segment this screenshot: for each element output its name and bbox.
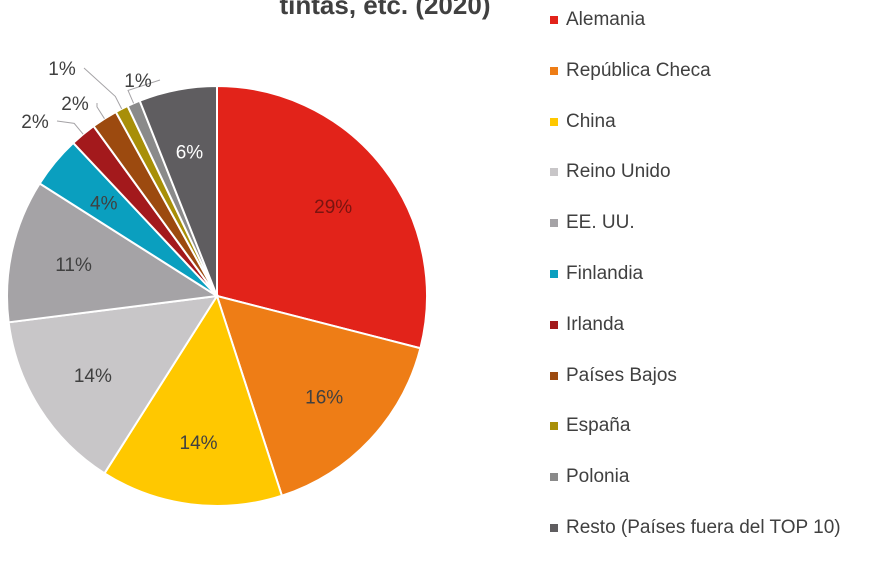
legend-item: Reino Unido	[550, 160, 850, 183]
legend-item: España	[550, 414, 850, 437]
legend-item: Alemania	[550, 8, 850, 31]
legend-label: Países Bajos	[566, 364, 677, 386]
legend-item: EE. UU.	[550, 211, 850, 234]
pie-slice	[216, 84, 428, 350]
legend-swatch	[550, 66, 558, 75]
legend-label: Irlanda	[566, 313, 625, 335]
data-label: 11%	[55, 255, 92, 276]
leader-line	[56, 120, 84, 135]
data-label: 2%	[61, 94, 89, 115]
legend-swatch	[550, 16, 558, 24]
pie-slice	[138, 84, 218, 297]
chart-title: tintas, etc. (2020)	[280, 0, 491, 20]
legend-label: Finlandia	[566, 263, 644, 284]
leader-line	[96, 102, 105, 119]
data-label: 1%	[48, 59, 76, 80]
legend-label: República Checa	[566, 59, 711, 81]
legend-swatch	[550, 117, 558, 126]
pie-slice	[7, 294, 219, 475]
leader-line	[127, 79, 161, 104]
data-label: 1%	[124, 71, 152, 92]
legend-label: China	[566, 110, 616, 132]
pie-slice	[215, 294, 422, 497]
legend-item: Países Bajos	[550, 364, 850, 387]
legend-swatch	[550, 524, 558, 532]
legend-label: Alemania	[566, 9, 646, 30]
data-label: 4%	[90, 193, 118, 214]
legend-swatch	[550, 473, 558, 482]
legend-swatch	[550, 270, 558, 278]
legend-swatch	[550, 371, 558, 380]
legend-item: Finlandia	[550, 262, 850, 285]
legend-swatch	[550, 422, 558, 431]
data-label: 16%	[305, 388, 343, 409]
data-label: 6%	[176, 143, 204, 164]
data-label: 29%	[314, 197, 352, 218]
legend-swatch	[550, 168, 558, 177]
legend-label: Polonia	[566, 466, 630, 488]
leader-line	[83, 67, 123, 110]
legend-item: Polonia	[550, 465, 850, 488]
legend-item: Irlanda	[550, 313, 850, 336]
data-label: 14%	[180, 433, 218, 454]
data-label: 14%	[74, 366, 112, 387]
legend-item: República Checa	[550, 59, 850, 82]
legend-label: Reino Unido	[566, 161, 671, 183]
pie-slice	[103, 293, 284, 507]
legend-label: Resto (Países fuera del TOP 10)	[566, 517, 841, 538]
legend-item: China	[550, 110, 850, 133]
legend-swatch	[550, 320, 558, 329]
legend-label: España	[566, 415, 631, 437]
legend-label: EE. UU.	[566, 212, 635, 234]
legend-swatch	[550, 219, 558, 228]
pie-slice	[6, 182, 220, 324]
legend-item: Resto (Países fuera del TOP 10)	[550, 516, 850, 539]
data-label: 2%	[21, 112, 49, 133]
